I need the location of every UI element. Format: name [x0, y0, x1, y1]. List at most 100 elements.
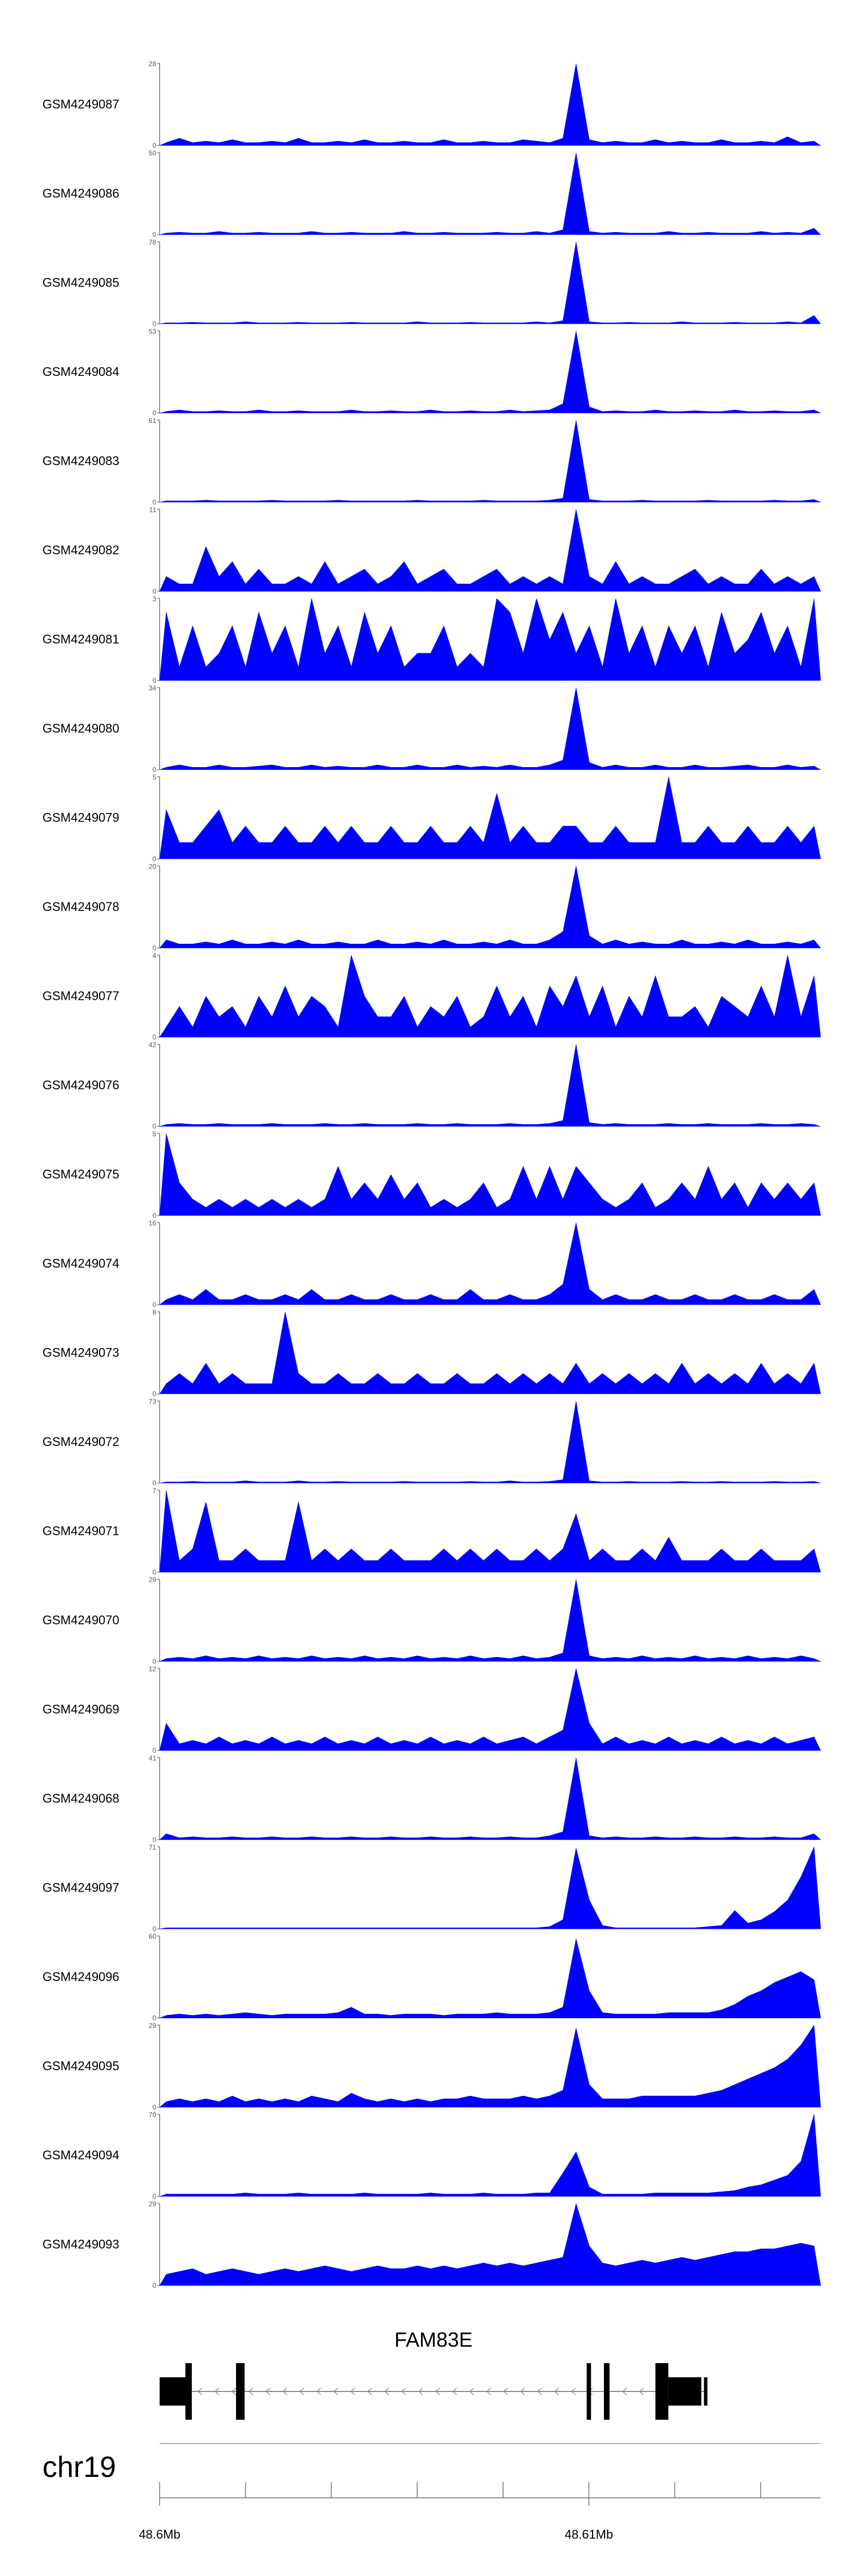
track-GSM4249082: GSM4249082 11 0 — [42, 506, 821, 596]
track-GSM4249093: GSM4249093 29 0 — [42, 2200, 821, 2290]
track-max-label: 5 — [152, 1130, 156, 1138]
track-min-label: 0 — [152, 1836, 156, 1844]
track-min-label: 0 — [152, 1568, 156, 1576]
gene-exon — [698, 2377, 702, 2406]
coverage-area — [159, 152, 821, 235]
strand-arrow — [401, 2387, 406, 2395]
track-GSM4249073: GSM4249073 8 0 — [42, 1308, 821, 1398]
track-max-label: 16 — [149, 1219, 157, 1227]
coverage-area — [159, 1668, 821, 1751]
track-name-label: GSM4249081 — [42, 632, 119, 647]
track-name-label: GSM4249084 — [42, 365, 119, 379]
track-min-label: 0 — [152, 409, 156, 417]
track-max-label: 34 — [149, 684, 157, 692]
strand-arrow — [367, 2387, 372, 2395]
coverage-area — [159, 1757, 821, 1840]
track-min-label: 0 — [152, 2103, 156, 2111]
track-GSM4249095: GSM4249095 29 0 — [42, 2022, 821, 2111]
track-GSM4249097: GSM4249097 71 0 — [42, 1843, 821, 1933]
coverage-area — [159, 331, 821, 413]
track-min-label: 0 — [152, 1658, 156, 1666]
track-GSM4249096: GSM4249096 60 0 — [42, 1933, 821, 2022]
strand-arrow — [316, 2387, 321, 2395]
track-GSM4249075: GSM4249075 5 0 — [42, 1130, 821, 1219]
strand-arrow — [486, 2387, 491, 2395]
strand-arrow — [231, 2387, 237, 2395]
track-GSM4249080: GSM4249080 34 0 — [42, 684, 821, 774]
strand-arrow — [299, 2387, 305, 2395]
track-max-label: 70 — [149, 2111, 157, 2119]
track-name-label: GSM4249075 — [42, 1167, 119, 1182]
track-GSM4249077: GSM4249077 4 0 — [42, 952, 821, 1041]
strand-arrow — [350, 2387, 355, 2395]
strand-arrow — [418, 2387, 423, 2395]
track-min-label: 0 — [152, 498, 156, 506]
track-max-label: 29 — [149, 1576, 157, 1584]
track-min-label: 0 — [152, 588, 156, 596]
strand-arrow — [384, 2387, 389, 2395]
track-name-label: GSM4249093 — [42, 2237, 119, 2252]
track-max-label: 60 — [149, 1933, 157, 1941]
gene-exon — [236, 2363, 245, 2420]
track-max-label: 8 — [152, 1308, 156, 1316]
coverage-area — [159, 2203, 821, 2286]
track-name-label: GSM4249079 — [42, 811, 119, 825]
track-min-label: 0 — [152, 320, 156, 328]
strand-arrow — [622, 2387, 627, 2395]
track-max-label: 28 — [149, 60, 157, 68]
strand-arrow — [520, 2387, 525, 2395]
coverage-area — [159, 1490, 821, 1573]
track-max-label: 42 — [149, 1041, 157, 1049]
track-min-label: 0 — [152, 1123, 156, 1131]
track-name-label: GSM4249095 — [42, 2059, 119, 2073]
track-name-label: GSM4249072 — [42, 1435, 119, 1449]
track-name-label: GSM4249077 — [42, 989, 119, 1003]
track-max-label: 41 — [149, 1755, 157, 1762]
track-name-label: GSM4249080 — [42, 721, 119, 735]
genome-axis-track: chr19 48.6Mb 48.61Mb — [42, 2443, 821, 2541]
strand-arrow — [265, 2387, 271, 2395]
track-max-label: 61 — [149, 417, 157, 425]
track-max-label: 5 — [152, 773, 156, 781]
track-max-label: 4 — [152, 952, 156, 960]
track-max-label: 71 — [149, 1843, 157, 1851]
gene-exon — [668, 2377, 698, 2406]
strand-arrow — [503, 2387, 508, 2395]
strand-arrow — [282, 2387, 288, 2395]
track-min-label: 0 — [152, 766, 156, 774]
track-name-label: GSM4249074 — [42, 1256, 119, 1270]
track-min-label: 0 — [152, 855, 156, 863]
strand-arrow — [639, 2387, 644, 2395]
track-max-label: 50 — [149, 149, 157, 157]
track-min-label: 0 — [152, 231, 156, 239]
coverage-area — [159, 1846, 821, 1929]
track-GSM4249084: GSM4249084 53 0 — [42, 328, 821, 417]
track-max-label: 11 — [149, 506, 157, 514]
track-max-label: 20 — [149, 863, 157, 871]
track-GSM4249086: GSM4249086 50 0 — [42, 149, 821, 239]
axis-tick-label: 48.61Mb — [565, 2527, 614, 2541]
track-min-label: 0 — [152, 1479, 156, 1487]
track-max-label: 53 — [149, 328, 157, 336]
track-name-label: GSM4249078 — [42, 900, 119, 914]
coverage-area — [159, 598, 821, 681]
track-GSM4249076: GSM4249076 42 0 — [42, 1041, 821, 1131]
gene-exon — [160, 2377, 186, 2406]
coverage-area — [159, 1939, 821, 2018]
track-name-label: GSM4249082 — [42, 543, 119, 557]
track-min-label: 0 — [152, 142, 156, 149]
track-max-label: 78 — [149, 238, 157, 246]
track-name-label: GSM4249071 — [42, 1524, 119, 1538]
coverage-area — [159, 1579, 821, 1662]
strand-arrow — [554, 2387, 559, 2395]
track-name-label: GSM4249070 — [42, 1613, 119, 1627]
gene-exon — [704, 2377, 707, 2406]
track-GSM4249087: GSM4249087 28 0 — [42, 60, 821, 149]
gene-model-track: FAM83E — [160, 2328, 707, 2420]
track-min-label: 0 — [152, 1301, 156, 1309]
track-min-label: 0 — [152, 944, 156, 952]
strand-arrow — [215, 2387, 220, 2395]
strand-arrow — [435, 2387, 440, 2395]
track-min-label: 0 — [152, 1747, 156, 1755]
coverage-area — [159, 2114, 821, 2197]
